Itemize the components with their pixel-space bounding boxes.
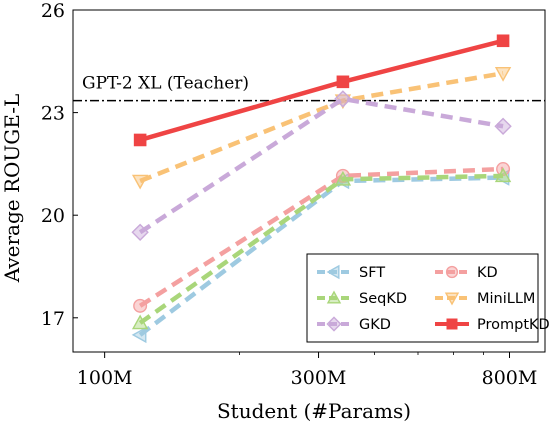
y-tick-label: 26 bbox=[41, 0, 65, 22]
x-tick-label: 800M bbox=[482, 367, 538, 389]
x-tick-label: 300M bbox=[291, 367, 347, 389]
data-point-gkd bbox=[334, 90, 352, 108]
legend-label-promptkd: PromptKD bbox=[477, 317, 550, 333]
data-point-gkd bbox=[131, 223, 149, 241]
legend-marker-promptkd bbox=[446, 318, 458, 330]
data-point-minillm bbox=[494, 66, 512, 82]
legend-marker-minillm bbox=[444, 292, 460, 306]
data-point-seqkd bbox=[334, 170, 352, 186]
series-line-kd bbox=[138, 166, 504, 308]
legend-marker-seqkd bbox=[326, 290, 342, 304]
data-point-seqkd bbox=[131, 314, 149, 330]
data-point-promptkd bbox=[496, 34, 510, 48]
data-point-seqkd bbox=[494, 167, 512, 183]
y-tick-label: 23 bbox=[41, 103, 65, 125]
legend-label-gkd: GKD bbox=[359, 317, 391, 333]
legend-label-seqkd: SeqKD bbox=[359, 291, 407, 307]
data-point-promptkd bbox=[336, 75, 350, 89]
legend-marker-kd bbox=[445, 265, 459, 279]
x-axis-label: Student (#Params) bbox=[217, 399, 411, 423]
data-point-promptkd bbox=[133, 133, 147, 147]
data-point-gkd bbox=[494, 117, 512, 135]
legend: SFT KD SeqKD MiniLLM GKD PromptKD bbox=[306, 253, 550, 343]
series-line-minillm bbox=[139, 71, 504, 184]
legend-marker-gkd bbox=[326, 316, 342, 332]
teacher-reference-label: GPT-2 XL (Teacher) bbox=[82, 74, 249, 94]
legend-marker-sft bbox=[326, 264, 340, 280]
legend-label-sft: SFT bbox=[359, 265, 385, 281]
legend-label-kd: KD bbox=[477, 265, 498, 281]
data-point-sft bbox=[131, 326, 147, 344]
data-point-kd bbox=[133, 298, 148, 313]
legend-label-minillm: MiniLLM bbox=[477, 291, 535, 307]
plot-frame bbox=[72, 9, 546, 353]
plot-area: 17 20 23 26 100M 300M 800M GPT-2 XL (Teacher) bbox=[41, 0, 546, 389]
x-tick-label: 100M bbox=[77, 367, 133, 389]
series-line-seqkd bbox=[138, 173, 504, 325]
y-axis-label: Average ROUGE-L bbox=[0, 94, 24, 284]
data-point-minillm bbox=[131, 174, 149, 190]
y-tick-label: 20 bbox=[41, 205, 65, 227]
series-line-gkd bbox=[138, 96, 504, 235]
y-tick-label: 17 bbox=[41, 308, 65, 330]
